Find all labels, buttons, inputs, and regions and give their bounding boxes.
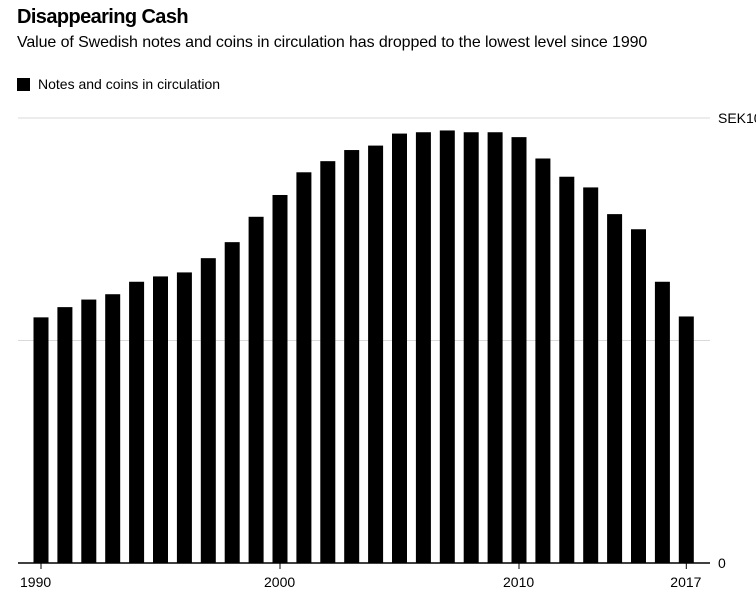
bar: [272, 194, 288, 564]
chart-subtitle: Value of Swedish notes and coins in circ…: [17, 34, 648, 51]
bar: [81, 299, 97, 563]
bar: [631, 229, 646, 563]
bar: [392, 133, 407, 563]
x-tick-label: 2010: [503, 574, 534, 590]
bar: [415, 132, 431, 564]
bar: [224, 242, 240, 563]
bar: [248, 216, 264, 564]
x-tick-label: 1990: [20, 574, 51, 590]
legend-swatch: [17, 77, 30, 91]
bar: [678, 316, 694, 563]
bar: [463, 132, 479, 564]
bar: [368, 145, 384, 563]
bar: [296, 172, 312, 564]
bar: [583, 187, 599, 564]
bar: [129, 281, 145, 563]
bar: [320, 161, 336, 564]
bar: [559, 176, 575, 564]
bar: [487, 132, 503, 564]
bar: [607, 214, 623, 563]
x-tick-label: 2017: [670, 574, 701, 590]
chart-title: Disappearing Cash: [17, 6, 189, 28]
bar: [200, 258, 216, 563]
bar: [176, 272, 192, 563]
legend: Notes and coins in circulation: [17, 76, 220, 92]
x-tick-label: 2000: [264, 574, 295, 590]
bar: [654, 281, 670, 563]
y-tick-label: 0: [718, 555, 726, 571]
bar: [153, 276, 168, 563]
bar: [57, 307, 73, 563]
bar: [439, 130, 455, 563]
bar: [33, 317, 49, 563]
bar: [511, 137, 527, 563]
bar: [535, 158, 551, 563]
y-tick-label: SEK100B: [718, 110, 756, 126]
bar: [344, 150, 360, 564]
bar: [105, 294, 121, 563]
legend-label: Notes and coins in circulation: [38, 76, 221, 92]
